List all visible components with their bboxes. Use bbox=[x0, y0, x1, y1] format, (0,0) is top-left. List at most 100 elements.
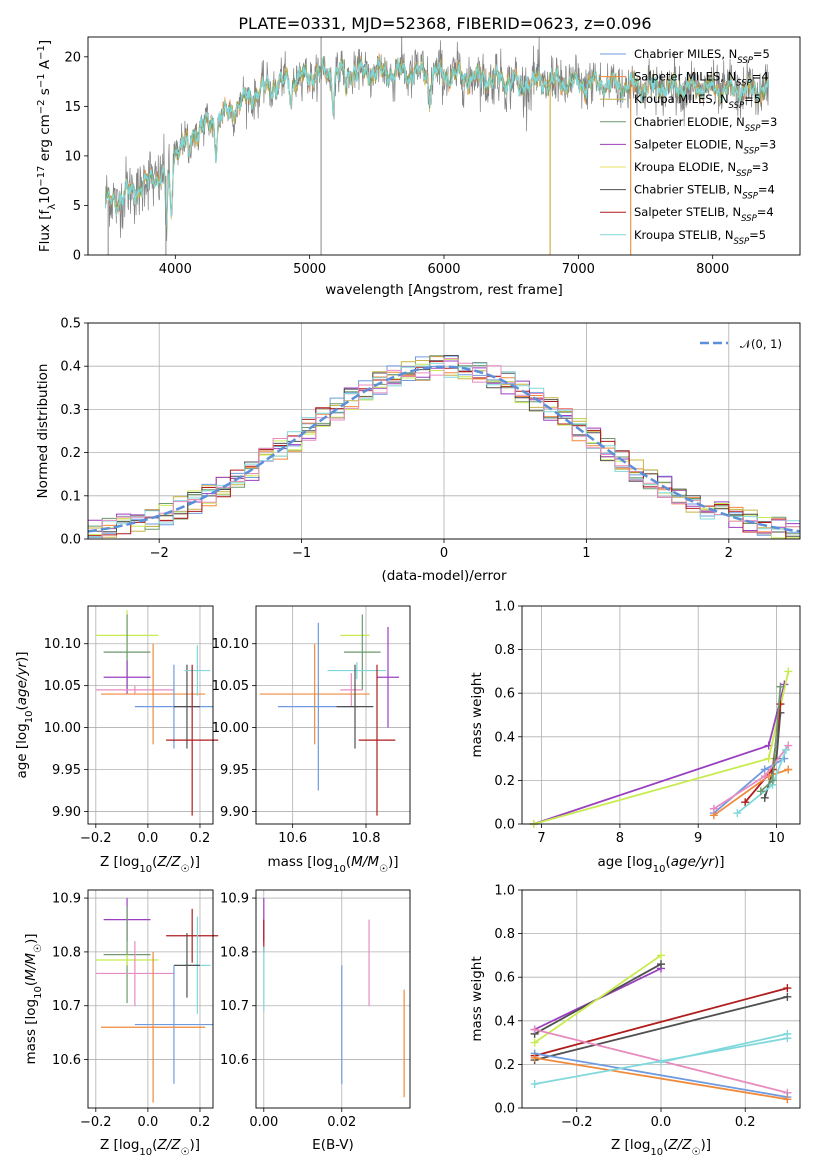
mass-vs-Z-xlabel: Z [log10(Z/Z☉)] bbox=[100, 1137, 200, 1158]
y-tick-label: 0.0 bbox=[494, 818, 515, 833]
x-tick-label: 0 bbox=[440, 546, 448, 561]
age_vs_Z-frame bbox=[87, 605, 214, 825]
age_vs_mass-frame bbox=[255, 605, 411, 825]
y-tick-label: 0.6 bbox=[494, 687, 515, 702]
y-tick-label: 10.9 bbox=[220, 892, 249, 907]
y-tick-label: 5 bbox=[73, 199, 81, 214]
weight-marker bbox=[781, 745, 790, 754]
weight-marker bbox=[760, 772, 769, 781]
weight-marker bbox=[783, 984, 792, 993]
errorbar-point bbox=[184, 645, 211, 696]
x-tick-label: 9 bbox=[694, 831, 702, 846]
x-tick-label: 8 bbox=[616, 831, 624, 846]
model-spectrum-kroupa_stelib bbox=[105, 57, 770, 227]
y-tick-label: 10.8 bbox=[220, 945, 249, 960]
x-tick-label: 0.02 bbox=[327, 1115, 356, 1130]
weight-marker bbox=[784, 765, 793, 774]
age_vs_Z-points bbox=[95, 610, 219, 816]
mass_weight_vs_age-ylabel: mass weight bbox=[469, 672, 485, 757]
y-tick-label: 0.2 bbox=[494, 774, 515, 789]
y-tick-label: 10.00 bbox=[44, 721, 81, 736]
age-vs-Z-xlabel: Z [log10(Z/Z☉)] bbox=[100, 854, 200, 875]
x-tick-label: 0.2 bbox=[735, 1115, 756, 1130]
mass_vs_EBV-frame bbox=[255, 889, 411, 1109]
y-tick-label: 0 bbox=[73, 249, 81, 264]
weight-line-salpeter_miles bbox=[534, 1057, 788, 1101]
mass-vs-EBV-xlabel: E(B-V) bbox=[312, 1137, 354, 1153]
weight-marker bbox=[768, 776, 777, 785]
y-tick-label: 10.05 bbox=[44, 679, 81, 694]
weight-line-lime bbox=[534, 954, 662, 1044]
x-tick-label: 0.0 bbox=[138, 1115, 159, 1130]
mass_vs_EBV-axes: 0.00 0.02 10.6 10.7 10.8 10.9 bbox=[220, 890, 410, 1130]
legend-label: Salpeter ELODIE, NSSP=3 bbox=[634, 137, 776, 156]
x-tick-label: −2 bbox=[150, 546, 169, 561]
y-tick-label: 10 bbox=[64, 149, 81, 164]
x-tick-label: 4000 bbox=[159, 262, 192, 277]
y-tick-label: 10.7 bbox=[220, 999, 249, 1014]
errorbar-point bbox=[340, 673, 363, 707]
weight-line-salpeter_stelib bbox=[534, 987, 788, 1057]
weight-marker bbox=[530, 1038, 539, 1047]
x-tick-label: −0.2 bbox=[80, 1115, 112, 1130]
weight-marker bbox=[776, 682, 785, 691]
errorbar-point bbox=[173, 933, 200, 998]
mass_weight_vs_Z-lines bbox=[530, 951, 792, 1104]
x-tick-label: 10.6 bbox=[278, 831, 307, 846]
weight-marker bbox=[776, 700, 785, 709]
mass_vs_Z-frame bbox=[87, 889, 214, 1109]
weight-line-salpeter_miles bbox=[713, 768, 789, 817]
errorbar-point bbox=[134, 965, 213, 1084]
y-tick-label: 0.8 bbox=[494, 927, 515, 942]
mass_weight_vs_age-axes: 7 8 9 10 0.0 0.2 0.4 0.6 0.8 1.0 bbox=[494, 600, 800, 846]
weight-line-salpeter_elodie bbox=[533, 684, 786, 825]
weight-marker bbox=[783, 1029, 792, 1038]
mass_weight_vs_age-lines bbox=[529, 667, 793, 828]
errorbar-point bbox=[95, 941, 174, 1006]
y-tick-label: 10.6 bbox=[52, 1053, 81, 1068]
mass-vs-Z-ylabel: mass [log10(M/M☉)] bbox=[23, 933, 44, 1064]
x-tick-label: 10.8 bbox=[352, 831, 381, 846]
x-tick-label: 7000 bbox=[562, 262, 595, 277]
mass_vs_Z-points bbox=[95, 898, 219, 1103]
y-tick-label: 10.10 bbox=[44, 637, 81, 652]
legend-label: Kroupa ELODIE, NSSP=3 bbox=[634, 160, 769, 179]
errorbar-point bbox=[101, 951, 206, 1103]
y-tick-label: 10.6 bbox=[220, 1053, 249, 1068]
y-tick-label: 0.4 bbox=[494, 1014, 515, 1029]
spectrum-legend: Chabrier MILES, NSSP=5 Salpeter MILES, NS… bbox=[600, 47, 777, 247]
errorbar-point bbox=[101, 643, 206, 745]
weight-marker bbox=[657, 960, 665, 969]
errorbar-point bbox=[377, 626, 399, 728]
y-tick-label: 15 bbox=[64, 100, 81, 115]
weight-line-lime bbox=[533, 671, 790, 825]
weight-marker bbox=[784, 667, 793, 676]
errorbar-point bbox=[173, 664, 200, 749]
x-tick-label: 0.0 bbox=[138, 831, 159, 846]
weight-marker bbox=[783, 992, 792, 1001]
mass_weight_vs_Z-ylabel: mass weight bbox=[469, 956, 485, 1041]
y-tick-label: 0.4 bbox=[60, 360, 81, 375]
weight-marker bbox=[760, 793, 769, 802]
spectrum-axes: 4000 5000 6000 7000 8000 0 5 10 15 20 bbox=[64, 50, 729, 277]
y-tick-label: 10.9 bbox=[52, 892, 81, 907]
x-tick-label: 0.2 bbox=[190, 1115, 211, 1130]
weight-marker bbox=[530, 1053, 539, 1062]
residuals-frame bbox=[87, 322, 801, 540]
mass_weight_vs_Z-frame bbox=[521, 889, 801, 1109]
gaussian-curve bbox=[88, 365, 800, 533]
y-tick-label: 10.05 bbox=[212, 679, 249, 694]
age_vs_mass-axes: 10.6 10.8 9.90 9.95 10.00 10.05 10.10 bbox=[212, 606, 410, 846]
spectrum-ylabel: Flux [fλ10−17 erg cm−2 s−1 A−1] bbox=[36, 40, 58, 252]
spectrum-frame bbox=[87, 36, 801, 256]
y-tick-label: 9.90 bbox=[52, 805, 81, 820]
y-tick-label: 9.95 bbox=[220, 763, 249, 778]
x-tick-label: 10 bbox=[768, 831, 785, 846]
y-tick-label: 0.5 bbox=[60, 317, 81, 332]
figure-title: PLATE=0331, MJD=52368, FIBERID=0623, z=0… bbox=[238, 14, 651, 33]
y-tick-label: 0.6 bbox=[494, 971, 515, 986]
weight-marker bbox=[733, 809, 742, 818]
y-tick-label: 0.2 bbox=[494, 1058, 515, 1073]
legend-label: Kroupa STELIB, NSSP=5 bbox=[634, 228, 766, 247]
